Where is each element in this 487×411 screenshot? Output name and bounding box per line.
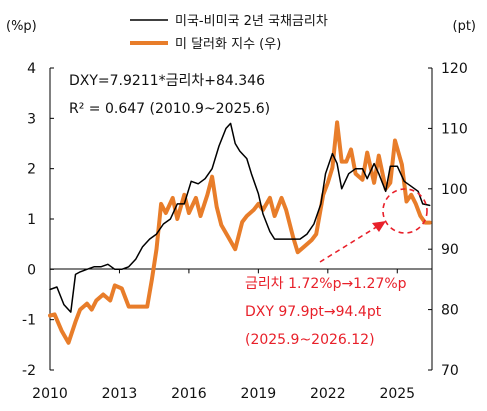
- x-tick-label: 2025: [379, 386, 415, 402]
- forecast-arrow-line: [319, 225, 379, 263]
- left-axis-unit: (%p): [6, 19, 37, 34]
- x-tick-label: 2016: [171, 386, 207, 402]
- spread-series-line: [49, 122, 431, 313]
- legend: 미국-비미국 2년 국채금리차 미 달러화 지수 (우): [130, 14, 328, 52]
- right-tick-label: 100: [441, 182, 468, 198]
- left-tick-label: 3: [27, 111, 36, 127]
- left-tick-label: 4: [27, 61, 36, 77]
- x-tick-label: 2019: [241, 386, 277, 402]
- right-tick-label: 80: [441, 303, 459, 319]
- dxy-series-line: [48, 120, 432, 345]
- forecast-dxy-text: DXY 97.9pt→94.4pt: [245, 304, 382, 320]
- x-tick-label: 2013: [102, 386, 138, 402]
- forecast-highlight-circle: [382, 188, 428, 234]
- forecast-arrow-head: [372, 221, 386, 232]
- forecast-period-text: (2025.9~2026.12): [245, 332, 375, 348]
- legend-spread-label: 미국-비미국 2년 국채금리차: [175, 14, 328, 29]
- left-tick-label: 1: [27, 212, 36, 228]
- x-tick-label: 2010: [32, 386, 68, 402]
- right-axis-ticks: 120 110 100 90 80 70: [428, 61, 468, 379]
- regression-r-squared: R² = 0.647 (2010.9~2025.6): [69, 101, 270, 117]
- left-tick-label: -1: [22, 313, 36, 329]
- right-tick-label: 70: [441, 363, 459, 379]
- series-layer: [48, 120, 432, 345]
- x-tick-label: 2022: [310, 386, 346, 402]
- left-tick-label: 2: [27, 162, 36, 178]
- right-tick-label: 120: [441, 61, 468, 77]
- right-tick-label: 90: [441, 242, 459, 258]
- left-tick-label: 0: [27, 262, 36, 278]
- right-tick-label: 110: [441, 121, 468, 137]
- left-tick-label: -2: [22, 363, 36, 379]
- left-axis-ticks: 4 3 2 1 0 -1 -2: [22, 61, 54, 379]
- right-axis-unit: (pt): [453, 19, 477, 34]
- forecast-spread-text: 금리차 1.72%p→1.27%p: [245, 276, 407, 292]
- x-axis-ticks: 2010 2013 2016 2019 2022 2025: [32, 269, 415, 402]
- legend-dxy-label: 미 달러화 지수 (우): [175, 37, 281, 52]
- regression-equation: DXY=7.9211*금리차+84.346: [69, 73, 265, 89]
